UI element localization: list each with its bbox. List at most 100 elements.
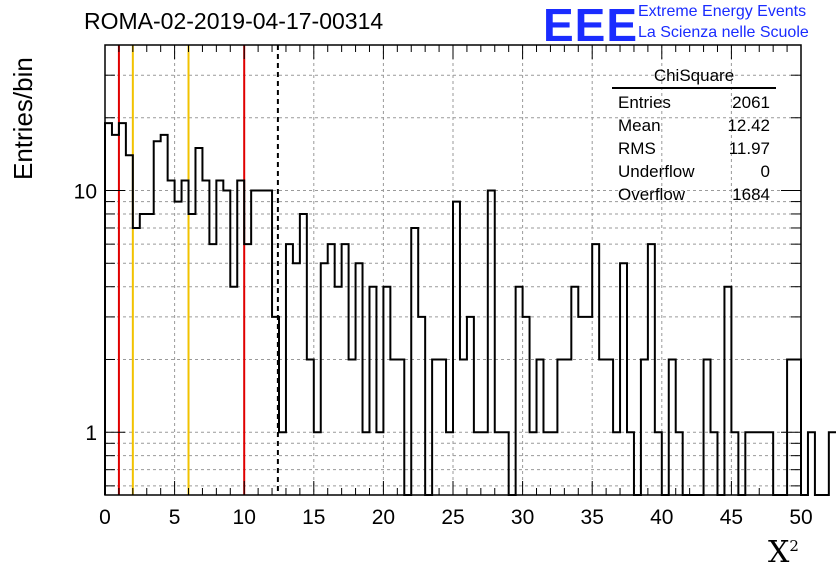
histogram-bin — [258, 191, 265, 495]
histogram-bin — [766, 432, 773, 495]
histogram-bin — [307, 359, 314, 495]
stats-value: 2061 — [732, 93, 770, 112]
x-tick-label: 20 — [372, 506, 395, 529]
histogram-bin — [787, 359, 794, 495]
logo-line-1: Extreme Energy Events — [638, 3, 807, 20]
stats-row-mean: Mean 12.42 — [610, 114, 778, 137]
histogram-bin — [711, 432, 718, 495]
histogram-bin — [175, 202, 182, 495]
histogram-bin — [606, 359, 613, 495]
stats-label: Mean — [618, 116, 661, 135]
histogram-bin — [279, 432, 286, 495]
histogram-bin — [578, 317, 585, 495]
x-tick-label: 15 — [302, 506, 325, 529]
histogram-bin — [641, 359, 648, 495]
histogram-bin — [300, 214, 307, 495]
histogram-bin — [286, 244, 293, 495]
histogram-bin — [516, 287, 523, 495]
histogram-bin — [140, 214, 147, 495]
histogram-bin — [724, 287, 731, 495]
histogram-bin — [147, 214, 154, 495]
histogram-bin — [613, 432, 620, 495]
histogram-bin — [481, 432, 488, 495]
histogram-bin — [467, 317, 474, 495]
histogram-bin — [530, 432, 537, 495]
histogram-bin — [105, 123, 112, 495]
histogram-bin — [829, 432, 836, 495]
reference-lines — [117, 45, 279, 495]
stats-value: 0 — [760, 162, 770, 181]
histogram-bin — [369, 287, 376, 495]
histogram-bin — [543, 432, 550, 495]
histogram-bin — [342, 244, 349, 495]
histogram-bin — [216, 181, 223, 495]
histogram-bin — [223, 191, 230, 495]
x-axis-label: X2 — [768, 535, 799, 570]
histogram-bin — [745, 432, 752, 495]
x-tick-label: 25 — [441, 506, 464, 529]
y-axis-label: Entries/bin — [8, 57, 38, 180]
histogram-bin — [752, 432, 759, 495]
x-tick-label: 35 — [581, 506, 604, 529]
histogram-bin — [676, 432, 683, 495]
histogram-bin — [446, 432, 453, 495]
x-tick-label: 5 — [169, 506, 181, 529]
histogram-bin — [495, 432, 502, 495]
stats-value: 1684 — [732, 185, 770, 204]
histogram-bin — [571, 287, 578, 495]
histogram-bin — [759, 432, 766, 495]
histogram-bin — [376, 432, 383, 495]
stats-label: Overflow — [618, 185, 686, 204]
logo-line-2: La Scienza nelle Scuole — [638, 24, 809, 41]
histogram-bin — [314, 432, 321, 495]
stats-box: ChiSquare Entries 2061 Mean 12.42 RMS 11… — [610, 66, 778, 206]
stats-value: 12.42 — [727, 116, 770, 135]
histogram-bin — [363, 432, 370, 495]
histogram-bin — [182, 181, 189, 495]
stats-label: Underflow — [618, 162, 695, 181]
histogram-bin — [592, 244, 599, 495]
histogram-bin — [537, 359, 544, 495]
histogram-bin — [432, 359, 439, 495]
histogram-bin — [321, 263, 328, 495]
histogram-bin — [293, 263, 300, 495]
histogram-bin — [251, 191, 258, 495]
histogram-bin — [189, 214, 196, 495]
histogram-bin — [244, 244, 251, 495]
histogram-bin — [585, 317, 592, 495]
histogram-bin — [550, 432, 557, 495]
histogram-bin — [474, 432, 481, 495]
stats-title: ChiSquare — [612, 66, 776, 89]
histogram-bin — [356, 263, 363, 495]
histogram-bin — [126, 155, 133, 495]
histogram-bin — [460, 359, 467, 495]
x-tick-label: 40 — [650, 506, 673, 529]
histogram-bin — [439, 359, 446, 495]
histogram-bin — [195, 148, 202, 495]
y-tick-label: 10 — [74, 181, 97, 204]
histogram-bin — [390, 359, 397, 495]
histogram-bin — [599, 359, 606, 495]
histogram-bin — [112, 135, 119, 495]
histogram-bin — [655, 432, 662, 495]
x-tick-label: 10 — [233, 506, 256, 529]
histogram-bin — [133, 228, 140, 495]
x-tick-label: 45 — [720, 506, 743, 529]
histogram-bin — [202, 181, 209, 495]
histogram-bin — [397, 359, 404, 495]
y-tick-label: 1 — [85, 422, 97, 445]
histogram-bin — [648, 244, 655, 495]
histogram-series — [104, 122, 836, 496]
x-tick-label: 50 — [789, 506, 812, 529]
axes: 0 5 10 15 20 25 30 35 40 45 50 1 10 — [74, 44, 813, 529]
histogram-bin — [383, 287, 390, 495]
histogram-bin — [161, 135, 168, 495]
histogram-bin — [627, 432, 634, 495]
histogram-bin — [265, 191, 272, 495]
stats-label: RMS — [618, 139, 656, 158]
histogram-bin — [418, 317, 425, 495]
histogram-bin — [453, 202, 460, 495]
histogram-bin — [411, 228, 418, 495]
histogram-bin — [523, 317, 530, 495]
histogram-outline — [104, 122, 836, 496]
